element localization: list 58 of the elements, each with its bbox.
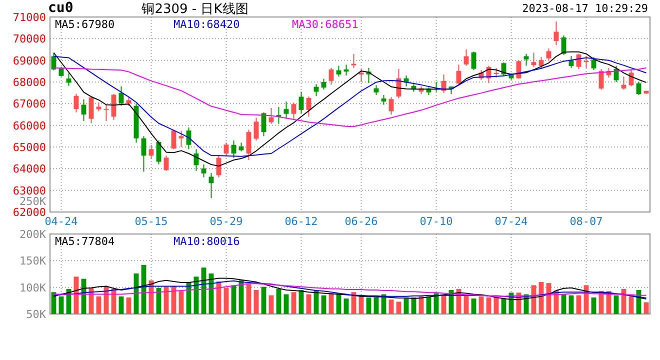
candlestick [351, 54, 356, 68]
candlestick [298, 91, 304, 114]
candlestick [284, 101, 289, 120]
candlestick [464, 49, 469, 66]
y-tick-label: 68000 [12, 76, 46, 89]
candlestick [201, 164, 206, 178]
candlestick [314, 84, 319, 97]
candlestick [246, 129, 252, 160]
x-tick-label: 04-24 [44, 215, 78, 228]
text: MA30:68651 [292, 18, 358, 31]
y-tick-label: 67000 [12, 98, 46, 111]
y-tick-label: 200K [20, 228, 46, 241]
x-tick-label: 07-10 [420, 215, 453, 228]
y-tick-label: 66000 [12, 119, 46, 132]
y-tick-label: 150K [20, 254, 46, 268]
x-tick-label: 06-26 [344, 215, 378, 228]
y-tick-label: 100K [20, 281, 46, 294]
text: MA5:77804 [55, 235, 115, 248]
candlestick [208, 172, 214, 199]
candlestick [104, 104, 109, 122]
candlestick [178, 130, 184, 148]
text: 2023-08-17 10:29:29 [522, 2, 648, 15]
y-tick-label: 71000 [12, 11, 46, 24]
y-tick-label: 70000 [12, 32, 46, 46]
candlestick [388, 96, 394, 115]
y-tick-label: 62000 [12, 206, 46, 219]
x-tick-label: 08-07 [570, 215, 603, 228]
x-tick-label: 06-12 [284, 215, 318, 228]
candlestick [328, 67, 334, 86]
text: MA10:68420 [174, 18, 240, 31]
y-tick-label: 50K [26, 308, 46, 321]
chart-title: 铜2309 - 日K线图 [140, 2, 248, 17]
candlestick [546, 48, 552, 61]
candlestick [268, 108, 274, 124]
candlestick [88, 96, 94, 124]
candlestick [531, 52, 536, 68]
candlestick [524, 53, 529, 66]
y-tick-label: 69000 [12, 54, 46, 68]
candlestick [291, 102, 296, 120]
series-label: MA5:67980 [55, 18, 115, 31]
text: MA10:80016 [174, 235, 240, 248]
candlestick [254, 117, 259, 141]
candlestick [554, 20, 559, 46]
x-tick-label: 05-15 [134, 215, 168, 228]
y-tick-label: 65000 [12, 141, 46, 154]
text: 250K [20, 195, 46, 208]
candlestick [358, 68, 364, 82]
line-series [53, 283, 647, 297]
candlestick [148, 144, 154, 160]
candlestick [224, 142, 229, 156]
candlestick [381, 94, 386, 106]
y-tick-label: 63000 [12, 184, 46, 198]
candlestick [471, 51, 476, 71]
y-tick-label: 64000 [12, 162, 46, 176]
x-tick-label: 05-29 [210, 215, 243, 228]
candlestick [164, 155, 169, 172]
text: cu0 [48, 0, 74, 16]
x-tick-label: 07-24 [494, 215, 528, 228]
